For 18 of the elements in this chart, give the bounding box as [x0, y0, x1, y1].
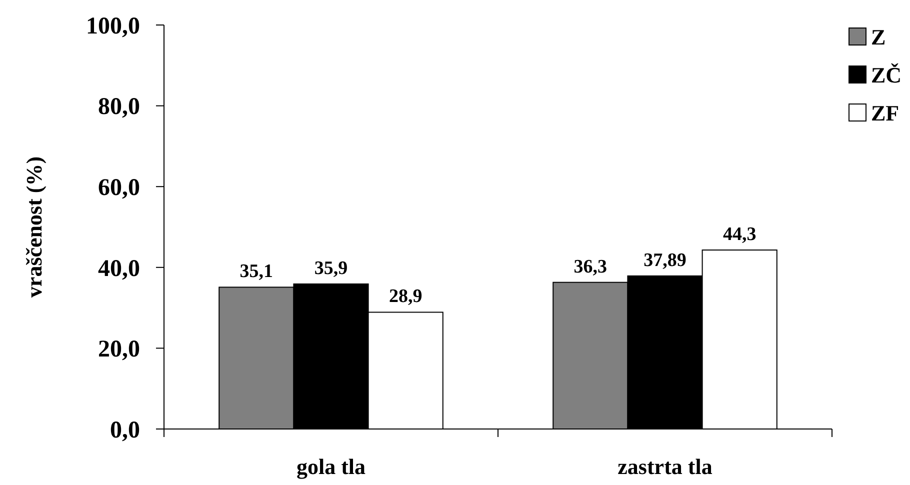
legend-label: ZČ: [871, 62, 902, 88]
legend-label: Z: [871, 24, 886, 50]
data-label: 28,9: [388, 286, 422, 308]
y-tick-label: 0,0: [110, 417, 140, 444]
y-tick-label: 40,0: [98, 256, 140, 282]
y-tick-label: 20,0: [98, 336, 140, 363]
data-label: 36,3: [574, 256, 608, 278]
data-label: 37,89: [644, 250, 686, 271]
data-label: 44,3: [722, 224, 756, 246]
x-tick-label: zastrta tla: [618, 454, 712, 479]
data-label: 35,9: [314, 258, 348, 279]
y-tick-label: 100,0: [86, 13, 140, 40]
y-axis-title: vraščenost (%): [22, 156, 47, 298]
data-label: 35,1: [240, 261, 274, 282]
legend-label: ZF: [871, 100, 900, 126]
x-tick-label: gola tla: [296, 454, 366, 479]
y-tick-label: 60,0: [98, 175, 140, 201]
y-tick-label: 80,0: [98, 94, 140, 120]
